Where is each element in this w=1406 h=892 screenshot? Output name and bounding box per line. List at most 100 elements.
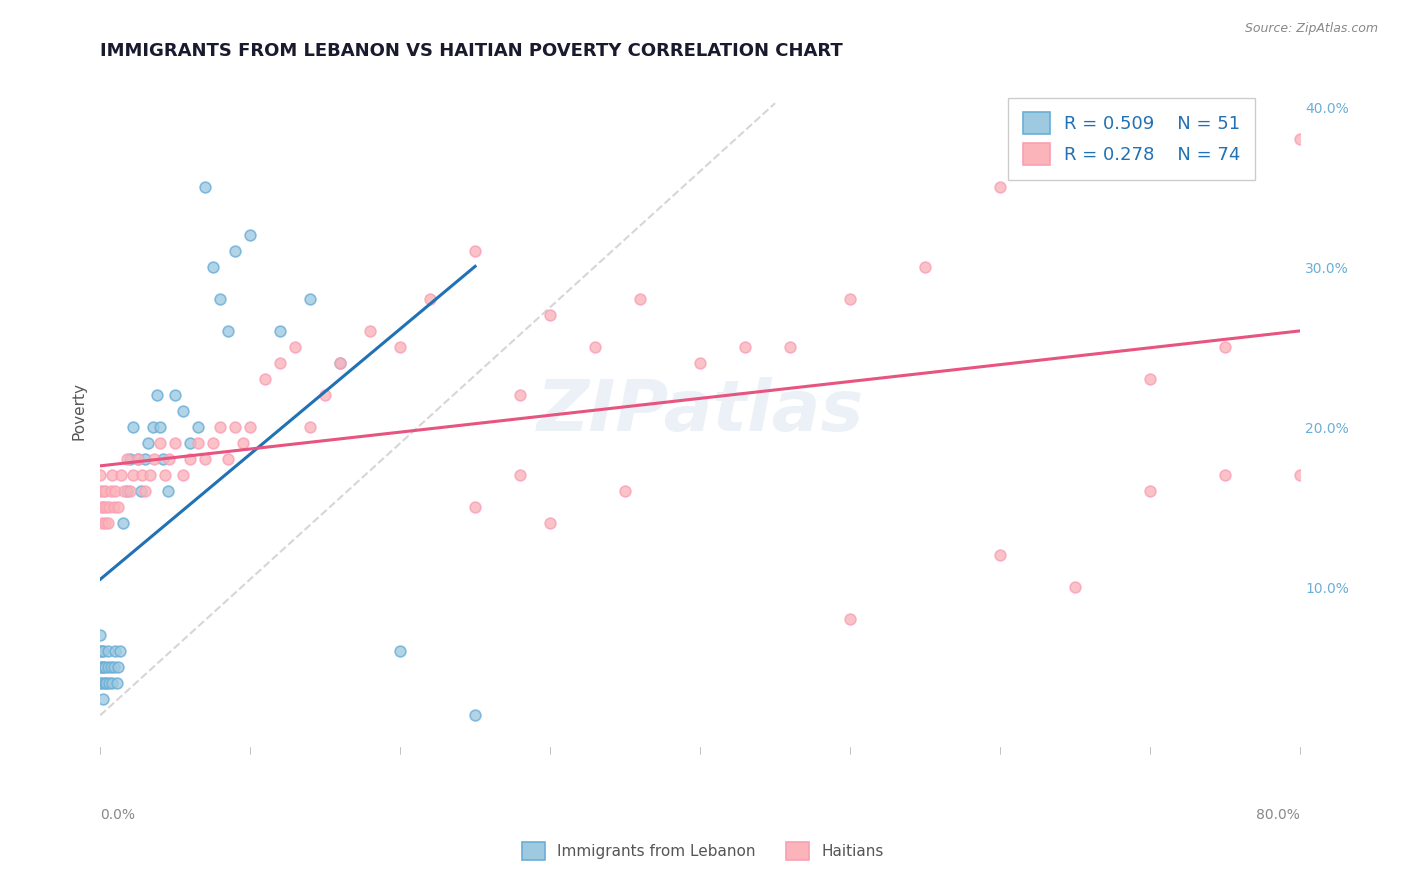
- Point: [142, 420, 165, 434]
- Point: [187, 436, 209, 450]
- Point: [314, 388, 336, 402]
- Point: [90, 676, 112, 690]
- Point: [103, 500, 125, 515]
- Point: [91, 660, 114, 674]
- Text: Source: ZipAtlas.com: Source: ZipAtlas.com: [1244, 22, 1378, 36]
- Point: [538, 308, 561, 322]
- Point: [104, 644, 127, 658]
- Point: [329, 356, 352, 370]
- Point: [100, 484, 122, 499]
- Text: IMMIGRANTS FROM LEBANON VS HAITIAN POVERTY CORRELATION CHART: IMMIGRANTS FROM LEBANON VS HAITIAN POVER…: [100, 42, 842, 60]
- Point: [152, 452, 174, 467]
- Point: [509, 388, 531, 402]
- Point: [839, 612, 862, 626]
- Point: [131, 468, 153, 483]
- Point: [115, 484, 138, 499]
- Point: [138, 468, 160, 483]
- Point: [284, 340, 307, 354]
- Point: [93, 660, 115, 674]
- Point: [1064, 580, 1087, 594]
- Point: [89, 484, 111, 499]
- Point: [187, 420, 209, 434]
- Point: [689, 356, 711, 370]
- Point: [201, 436, 224, 450]
- Point: [509, 468, 531, 483]
- Point: [93, 516, 115, 531]
- Point: [839, 292, 862, 306]
- Point: [89, 644, 111, 658]
- Point: [165, 436, 187, 450]
- Point: [179, 452, 201, 467]
- Point: [90, 644, 112, 658]
- Point: [194, 180, 217, 194]
- Point: [217, 324, 239, 338]
- Point: [165, 388, 187, 402]
- Text: ZIPatlas: ZIPatlas: [537, 376, 863, 446]
- Point: [127, 452, 149, 467]
- Point: [988, 549, 1011, 563]
- Point: [91, 484, 114, 499]
- Point: [179, 436, 201, 450]
- Point: [299, 420, 322, 434]
- Point: [224, 420, 246, 434]
- Point: [91, 644, 114, 658]
- Point: [122, 468, 145, 483]
- Text: 0.0%: 0.0%: [100, 808, 135, 822]
- Point: [93, 676, 115, 690]
- Point: [89, 676, 111, 690]
- Point: [153, 468, 176, 483]
- Point: [464, 708, 486, 723]
- Point: [90, 500, 112, 515]
- Point: [94, 500, 117, 515]
- Point: [115, 452, 138, 467]
- Point: [1139, 484, 1161, 499]
- Point: [103, 660, 125, 674]
- Point: [359, 324, 381, 338]
- Point: [129, 484, 152, 499]
- Point: [110, 468, 132, 483]
- Point: [329, 356, 352, 370]
- Point: [239, 420, 262, 434]
- Point: [299, 292, 322, 306]
- Point: [1064, 100, 1087, 114]
- Point: [628, 292, 651, 306]
- Point: [100, 660, 122, 674]
- Point: [1213, 340, 1236, 354]
- Text: 80.0%: 80.0%: [1256, 808, 1301, 822]
- Point: [914, 260, 936, 275]
- Point: [108, 644, 131, 658]
- Point: [101, 676, 124, 690]
- Point: [217, 452, 239, 467]
- Point: [97, 516, 120, 531]
- Point: [209, 420, 232, 434]
- Point: [583, 340, 606, 354]
- Point: [269, 356, 291, 370]
- Point: [134, 452, 156, 467]
- Legend: R = 0.509    N = 51, R = 0.278    N = 74: R = 0.509 N = 51, R = 0.278 N = 74: [1008, 98, 1256, 179]
- Point: [111, 516, 134, 531]
- Point: [172, 404, 194, 418]
- Point: [90, 516, 112, 531]
- Point: [107, 500, 129, 515]
- Point: [146, 388, 169, 402]
- Point: [90, 660, 112, 674]
- Point: [209, 292, 232, 306]
- Point: [224, 244, 246, 259]
- Point: [1139, 372, 1161, 386]
- Point: [156, 484, 179, 499]
- Point: [194, 452, 217, 467]
- Point: [239, 228, 262, 243]
- Point: [98, 500, 121, 515]
- Point: [105, 676, 128, 690]
- Point: [89, 468, 111, 483]
- Point: [89, 660, 111, 674]
- Point: [120, 452, 142, 467]
- Point: [734, 340, 756, 354]
- Point: [93, 484, 115, 499]
- Point: [538, 516, 561, 531]
- Point: [97, 644, 120, 658]
- Point: [419, 292, 441, 306]
- Point: [389, 340, 412, 354]
- Point: [464, 500, 486, 515]
- Point: [134, 484, 156, 499]
